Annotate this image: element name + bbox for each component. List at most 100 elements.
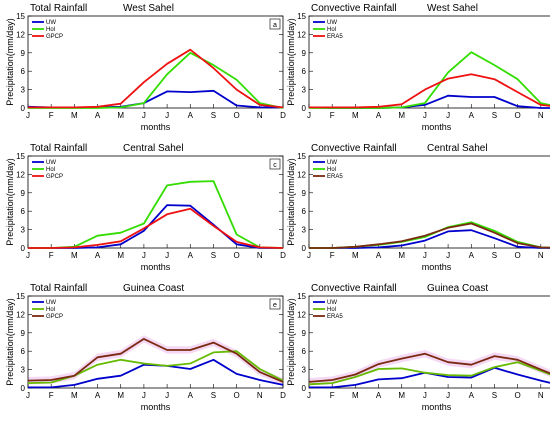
- y-axis-label: Precipitation(mm/day): [286, 298, 296, 386]
- x-tick-label: J: [165, 391, 169, 400]
- x-tick-label: A: [469, 391, 475, 400]
- panel-title-right: West Sahel: [427, 3, 478, 14]
- x-tick-label: M: [117, 111, 124, 120]
- y-tick-label: 12: [16, 170, 25, 179]
- y-tick-label: 0: [302, 104, 307, 113]
- x-tick-label: M: [71, 391, 78, 400]
- legend-label-hol: Hol: [46, 307, 55, 313]
- series-line-hol: [28, 180, 284, 249]
- x-tick-label: M: [398, 391, 405, 400]
- x-axis-label: months: [141, 262, 171, 272]
- x-tick-label: M: [117, 251, 124, 260]
- y-tick-label: 3: [302, 226, 307, 235]
- y-axis-label: Precipitation(mm/day): [5, 298, 15, 386]
- legend-label-uw: UW: [327, 20, 337, 26]
- x-tick-label: S: [492, 111, 497, 120]
- panel-title-right: Central Sahel: [123, 143, 184, 154]
- x-tick-label: D: [280, 111, 286, 120]
- legend-label-gpcp: GPCP: [46, 34, 63, 40]
- panel-label: c: [273, 162, 277, 169]
- x-tick-label: F: [330, 111, 335, 120]
- series-line-gpcp: [27, 338, 284, 383]
- x-tick-label: S: [492, 251, 497, 260]
- plot-frame: [27, 15, 284, 109]
- x-tick-label: J: [165, 111, 169, 120]
- legend-label-hol: Hol: [327, 307, 336, 313]
- panel-title-left: Total Rainfall: [30, 143, 87, 154]
- x-axis-label: months: [422, 122, 452, 132]
- x-tick-label: A: [188, 111, 194, 120]
- panel-label: e: [273, 302, 277, 309]
- x-axis-label: months: [422, 262, 452, 272]
- panel-label: a: [273, 22, 277, 29]
- chart-panel-c: Total Rainfall Central Sahel c 0 3 6 9 12 15 J F M A…: [5, 143, 286, 272]
- x-axis-label: months: [422, 402, 452, 412]
- y-tick-label: 3: [302, 86, 307, 95]
- x-tick-label: O: [515, 111, 521, 120]
- x-tick-label: N: [538, 391, 544, 400]
- series-line-hol: [309, 221, 550, 249]
- uncertainty-band: [28, 335, 283, 386]
- y-tick-label: 0: [21, 384, 26, 393]
- legend-label-hol: Hol: [46, 27, 55, 33]
- x-tick-label: S: [492, 391, 497, 400]
- x-axis-label: months: [141, 402, 171, 412]
- x-tick-label: A: [95, 111, 101, 120]
- x-tick-label: J: [423, 251, 427, 260]
- x-tick-label: J: [307, 111, 311, 120]
- legend-label-era5: ERA5: [327, 174, 343, 180]
- y-axis-label: Precipitation(mm/day): [5, 158, 15, 246]
- x-tick-label: M: [398, 111, 405, 120]
- panel-title-right: Guinea Coast: [123, 283, 184, 294]
- x-tick-label: M: [398, 251, 405, 260]
- plot-frame: [27, 295, 284, 389]
- y-tick-label: 0: [302, 244, 307, 253]
- x-tick-label: M: [352, 251, 359, 260]
- x-tick-label: S: [211, 251, 216, 260]
- series-line-uw: [309, 229, 550, 249]
- y-tick-label: 6: [302, 67, 307, 76]
- panel-title-right: Guinea Coast: [427, 283, 488, 294]
- plot-frame: [308, 15, 550, 109]
- x-tick-label: A: [469, 111, 475, 120]
- x-tick-label: D: [280, 251, 286, 260]
- x-tick-label: D: [280, 391, 286, 400]
- x-tick-label: N: [538, 251, 544, 260]
- legend-label-uw: UW: [46, 300, 56, 306]
- legend-label-hol: Hol: [327, 27, 336, 33]
- series-line-uw: [27, 89, 283, 109]
- legend-label-era5: ERA5: [327, 34, 343, 40]
- legend-label-hol: Hol: [327, 167, 336, 173]
- y-tick-label: 3: [21, 366, 26, 375]
- x-tick-label: A: [376, 251, 382, 260]
- y-axis-label: Precipitation(mm/day): [286, 18, 296, 106]
- x-tick-label: A: [469, 251, 475, 260]
- y-tick-label: 15: [16, 292, 25, 301]
- x-tick-label: J: [423, 391, 427, 400]
- y-tick-label: 15: [16, 12, 25, 21]
- series-line-uw: [309, 366, 550, 389]
- panel-label-box: [269, 298, 281, 310]
- x-tick-label: N: [538, 111, 544, 120]
- x-tick-label: O: [515, 391, 521, 400]
- x-tick-label: J: [142, 111, 146, 120]
- x-tick-label: J: [142, 391, 146, 400]
- y-tick-label: 9: [21, 49, 26, 58]
- series-line-era5: [309, 222, 550, 249]
- panel-title-left: Total Rainfall: [30, 3, 87, 14]
- y-tick-label: 15: [297, 12, 306, 21]
- x-tick-label: F: [49, 251, 54, 260]
- x-tick-label: M: [71, 111, 78, 120]
- x-tick-label: F: [49, 391, 54, 400]
- legend-label-gpcp: GPCP: [46, 174, 63, 180]
- x-tick-label: F: [330, 391, 335, 400]
- legend-label-uw: UW: [327, 300, 337, 306]
- y-tick-label: 6: [302, 207, 307, 216]
- series-line-era5: [309, 73, 550, 109]
- y-tick-label: 15: [297, 292, 306, 301]
- y-tick-label: 3: [21, 86, 26, 95]
- series-line-hol: [27, 350, 284, 384]
